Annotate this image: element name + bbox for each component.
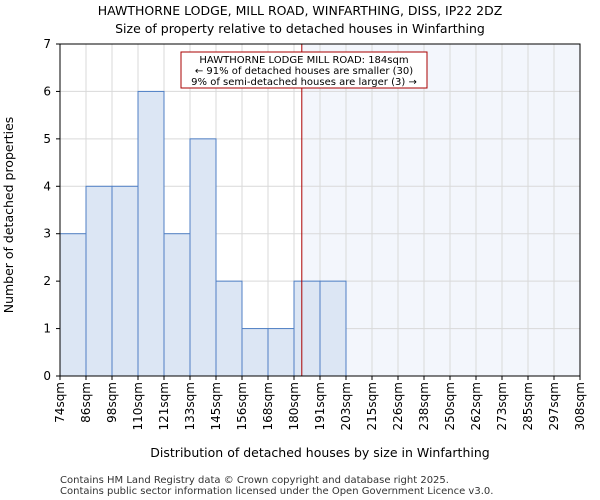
chart-title: HAWTHORNE LODGE, MILL ROAD, WINFARTHING,…: [98, 3, 503, 18]
histogram-bar: [215, 280, 243, 377]
y-tick-label: 0: [43, 369, 51, 383]
x-tick-label: 121sqm: [157, 382, 171, 430]
x-tick-label: 145sqm: [209, 382, 223, 430]
footer-line-1: Contains HM Land Registry data © Crown c…: [60, 475, 449, 486]
histogram-bar: [111, 185, 139, 377]
histogram-bar: [319, 280, 347, 377]
annotation-line-2: ← 91% of detached houses are smaller (30…: [195, 66, 413, 77]
chart-subtitle: Size of property relative to detached ho…: [115, 21, 485, 36]
y-tick-label: 5: [43, 132, 51, 146]
x-tick-label: 238sqm: [417, 382, 431, 430]
histogram-bar: [241, 328, 269, 377]
annotation-line-1: HAWTHORNE LODGE MILL ROAD: 184sqm: [199, 55, 408, 66]
x-tick-label: 180sqm: [287, 382, 301, 430]
x-tick-label: 191sqm: [313, 382, 327, 430]
x-tick-label: 250sqm: [443, 382, 457, 430]
x-tick-label: 226sqm: [391, 382, 405, 430]
x-tick-label: 297sqm: [547, 382, 561, 430]
x-tick-label: 168sqm: [261, 382, 275, 430]
histogram-bar: [85, 185, 113, 377]
histogram-bar: [267, 328, 295, 377]
x-axis-label: Distribution of detached houses by size …: [150, 445, 489, 460]
x-tick-label: 308sqm: [573, 382, 587, 430]
annotation-line-3: 9% of semi-detached houses are larger (3…: [191, 77, 417, 88]
x-tick-label: 203sqm: [339, 382, 353, 430]
footer-line-2: Contains public sector information licen…: [60, 486, 493, 497]
annotation-box: [180, 51, 428, 89]
x-tick-label: 215sqm: [365, 382, 379, 430]
y-tick-label: 2: [43, 274, 51, 288]
histogram-bar: [293, 280, 321, 377]
y-tick-label: 7: [43, 37, 51, 51]
y-tick-label: 4: [43, 179, 51, 193]
x-tick-label: 133sqm: [183, 382, 197, 430]
y-tick-label: 6: [43, 84, 51, 98]
x-tick-label: 156sqm: [235, 382, 249, 430]
y-tick-label: 3: [43, 227, 51, 241]
y-tick-label: 1: [43, 322, 51, 336]
histogram-bar: [59, 233, 87, 377]
histogram-bar: [163, 233, 191, 377]
x-tick-label: 98sqm: [105, 382, 119, 423]
histogram-bar: [137, 90, 165, 377]
x-tick-label: 110sqm: [131, 382, 145, 430]
y-axis-label: Number of detached properties: [1, 117, 16, 314]
x-tick-label: 262sqm: [469, 382, 483, 430]
x-tick-label: 285sqm: [521, 382, 535, 430]
histogram-bar: [189, 138, 217, 377]
x-tick-label: 273sqm: [495, 382, 509, 430]
x-tick-label: 74sqm: [53, 382, 67, 423]
x-tick-label: 86sqm: [79, 382, 93, 423]
highlight-region: [301, 44, 580, 376]
